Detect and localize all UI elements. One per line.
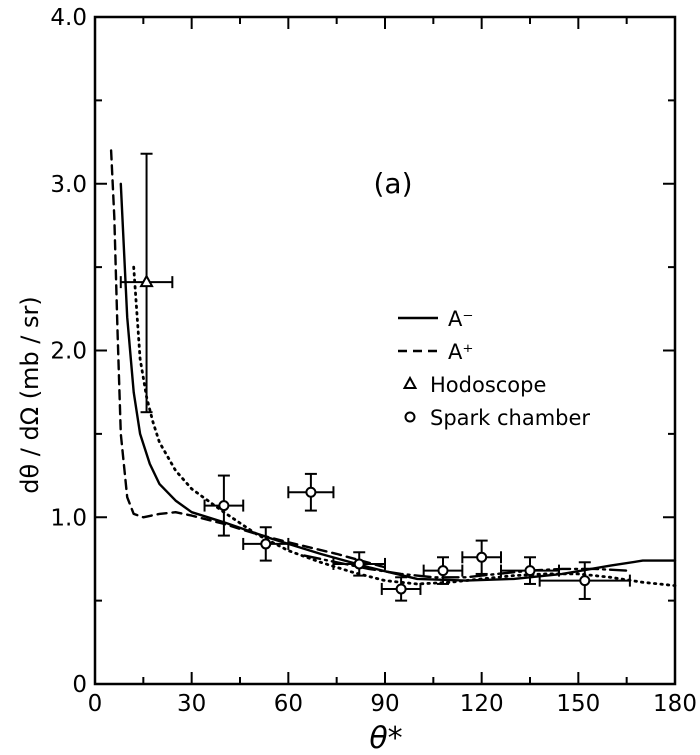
- circle-marker: [579, 575, 591, 587]
- circle-marker: [305, 486, 317, 498]
- legend-label: Hodoscope: [430, 373, 546, 397]
- triangle-marker: [139, 274, 154, 288]
- circle-marker: [395, 583, 407, 595]
- data-point: [380, 576, 422, 602]
- data-point: [119, 152, 174, 414]
- data-point: [461, 539, 502, 575]
- x-tick-label: 0: [88, 691, 103, 717]
- x-tick-label: 120: [460, 691, 504, 717]
- data-point: [242, 526, 290, 562]
- x-tick-label: 90: [370, 691, 399, 717]
- y-tick-label: 2.0: [50, 339, 87, 365]
- circle-marker: [218, 500, 230, 512]
- data-points: [119, 152, 631, 602]
- curve-solid: [119, 182, 677, 582]
- data-point: [500, 556, 560, 585]
- panel-label: (a): [373, 167, 412, 200]
- plot-axes: 0 30 60 90 120 150 180 0 1.0 2.0 3.0 4.0: [50, 5, 697, 717]
- data-point: [538, 561, 631, 600]
- x-tick-label: 180: [653, 691, 697, 717]
- x-axis-title: θ*: [369, 721, 402, 755]
- data-point: [203, 474, 245, 537]
- legend-triangle-marker: [402, 375, 418, 389]
- data-point: [422, 556, 464, 585]
- legend-item: Spark chamber: [404, 406, 590, 430]
- legend-item: Hodoscope: [402, 373, 546, 397]
- circle-marker: [476, 551, 488, 563]
- circle-marker: [437, 565, 449, 577]
- legend-label: A⁺: [448, 340, 473, 364]
- x-tick-label: 60: [274, 691, 303, 717]
- curve-dashed: [109, 149, 387, 569]
- legend-item: A⁻: [398, 307, 473, 331]
- legend-circle-marker: [404, 411, 416, 423]
- legend-item: A⁺: [398, 340, 473, 364]
- y-tick-label: 1.0: [50, 505, 87, 531]
- legend-label: A⁻: [448, 307, 473, 331]
- y-tick-label: 3.0: [50, 172, 87, 198]
- circle-marker: [260, 538, 272, 550]
- circle-marker: [524, 565, 536, 577]
- circle-marker: [353, 558, 365, 570]
- legend: A⁻ A⁺ Hodoscope Spark chamber: [398, 307, 590, 430]
- data-point: [332, 551, 386, 577]
- legend-label: Spark chamber: [430, 406, 590, 430]
- x-tick-label: 150: [556, 691, 600, 717]
- data-point: [287, 472, 335, 512]
- curve-dotted: [132, 265, 677, 587]
- theory-curves: [109, 149, 677, 587]
- y-axis-title: dθ / dΩ (mb / sr): [16, 296, 44, 494]
- y-tick-label: 0: [72, 672, 87, 698]
- x-tick-label: 30: [177, 691, 206, 717]
- y-tick-label: 4.0: [50, 5, 87, 31]
